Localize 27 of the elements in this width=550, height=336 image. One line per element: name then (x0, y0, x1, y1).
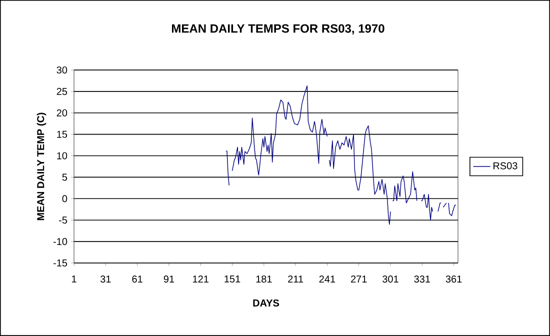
x-tick-label: 1 (72, 276, 76, 282)
y-axis-title: MEAN DAILY TEMP (C) (36, 112, 46, 220)
x-tick-label: 151 (224, 276, 240, 282)
y-tick-label: 20 (56, 109, 68, 116)
x-tick-label: 241 (319, 276, 336, 282)
legend-label: RS03 (494, 162, 518, 170)
y-tick-label: 15 (57, 130, 68, 138)
chart-title: MEAN DAILY TEMPS FOR RS03, 1970 (172, 24, 384, 34)
y-tick-label: 10 (57, 152, 68, 160)
x-tick-label: 301 (382, 276, 398, 283)
x-tick-label: 271 (350, 276, 367, 282)
y-tick-label: 5 (62, 174, 68, 181)
y-tick-label: -5 (59, 216, 68, 224)
x-axis-title: DAYS (253, 299, 280, 307)
y-tick-label: 25 (56, 88, 68, 95)
x-tick-label: 181 (256, 276, 272, 283)
x-tick-label: 61 (132, 276, 142, 283)
y-tick-label: -10 (53, 238, 68, 246)
x-tick-label: 331 (414, 276, 430, 283)
x-tick-label: 121 (193, 276, 208, 282)
x-tick-label: 361 (446, 276, 462, 283)
y-tick-label: -15 (53, 259, 68, 266)
x-tick-label: 91 (164, 276, 174, 283)
x-tick-label: 31 (100, 276, 111, 283)
x-tick-label: 211 (288, 276, 304, 282)
y-tick-label: 30 (56, 66, 68, 74)
y-tick-label: 0 (62, 195, 68, 202)
